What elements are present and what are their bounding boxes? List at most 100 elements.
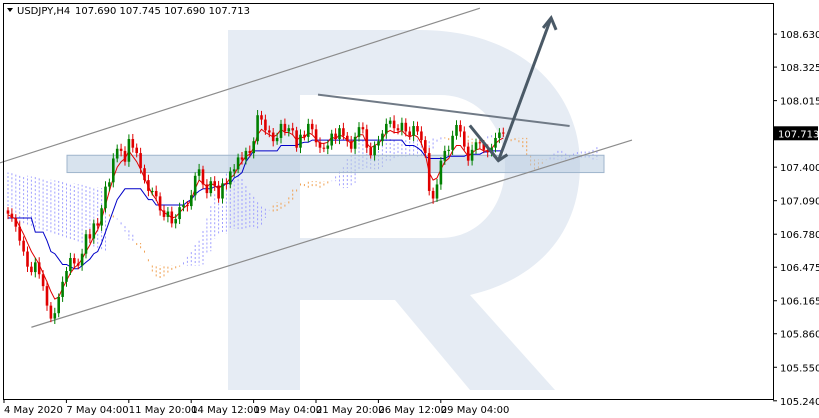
candle <box>498 128 501 144</box>
candle-body <box>381 133 384 142</box>
candle-body <box>283 123 287 132</box>
candle-body <box>162 210 166 217</box>
candle-body <box>463 131 466 147</box>
support-zone <box>66 154 605 174</box>
candle <box>404 118 408 137</box>
candle-body <box>299 134 302 148</box>
candle <box>178 202 181 225</box>
triangle-down-icon[interactable] <box>7 8 13 12</box>
candle-body <box>73 258 76 264</box>
candle <box>412 121 415 142</box>
y-tick-label: 105.860 <box>780 330 819 341</box>
candle <box>18 221 21 246</box>
candle-body <box>435 184 439 199</box>
candle <box>53 307 57 324</box>
candle-body <box>466 146 470 161</box>
candle-body <box>209 181 213 194</box>
arrowhead-up-icon <box>541 14 558 31</box>
candle-body <box>252 141 255 154</box>
candle-body <box>18 226 21 241</box>
watermark-logo <box>228 30 580 390</box>
candle <box>182 199 185 212</box>
candle-body <box>127 139 131 162</box>
candle <box>248 145 252 158</box>
candle-body <box>100 208 103 226</box>
candle <box>229 167 232 189</box>
candle-body <box>314 129 318 143</box>
candle-body <box>123 150 127 162</box>
y-tick-label: 107.400 <box>780 163 819 174</box>
candle-body <box>139 153 142 169</box>
candle <box>10 208 14 222</box>
y-tick-label: 108.630 <box>780 30 819 41</box>
candle <box>303 130 306 141</box>
y-tick-label: 105.550 <box>780 363 819 374</box>
candle <box>221 178 224 204</box>
candle-body <box>221 183 224 199</box>
candle <box>264 114 267 135</box>
candle <box>151 187 154 196</box>
candle <box>96 218 99 229</box>
candle-body <box>232 169 236 172</box>
x-tick-label: 4 May 2020 <box>4 405 63 416</box>
candle-body <box>291 128 294 131</box>
x-tick-label: 11 May 20:00 <box>129 405 198 416</box>
candle-body <box>494 137 497 148</box>
candle-body <box>268 130 271 133</box>
candle-body <box>412 126 415 136</box>
candle-body <box>260 115 263 120</box>
candle <box>197 163 201 181</box>
candle-body <box>424 140 427 154</box>
candle-body <box>248 150 252 154</box>
candle <box>104 181 107 213</box>
candle-body <box>197 169 201 176</box>
candle <box>41 270 45 291</box>
candle <box>295 126 298 152</box>
candle <box>291 122 294 136</box>
candle-body <box>34 262 37 273</box>
current-price-label: 107.713 <box>778 129 819 140</box>
candle-body <box>400 122 404 131</box>
candle-body <box>385 123 388 134</box>
candle <box>170 206 174 228</box>
x-tick-label: 7 May 04:00 <box>66 405 128 416</box>
candle <box>190 189 193 210</box>
candle-body <box>478 142 482 144</box>
candle-body <box>361 127 365 130</box>
candle-body <box>135 147 138 154</box>
candle-body <box>455 124 458 136</box>
candle <box>330 129 333 150</box>
candle-body <box>427 153 431 191</box>
candle <box>494 132 497 153</box>
candle <box>470 144 474 166</box>
candle-body <box>416 126 419 132</box>
candle-body <box>470 149 474 161</box>
candle <box>236 153 240 174</box>
candle-body <box>404 122 408 132</box>
candle <box>76 258 80 270</box>
candle <box>365 124 369 154</box>
candle-body <box>112 158 115 183</box>
candle-body <box>295 130 298 148</box>
candle-body <box>346 135 349 142</box>
candle-body <box>369 147 372 156</box>
candle <box>361 122 365 134</box>
candle-body <box>143 168 146 181</box>
candle <box>439 156 443 190</box>
candle-body <box>41 274 45 287</box>
candle-body <box>326 145 330 149</box>
candle-body <box>174 219 177 224</box>
candle-body <box>388 120 392 124</box>
candle <box>154 185 158 202</box>
channel-upper-line <box>0 7 481 164</box>
candle <box>162 205 166 221</box>
candle-body <box>53 313 57 319</box>
candle-body <box>190 195 193 207</box>
candle-body <box>84 234 88 254</box>
candle <box>474 138 478 155</box>
candle <box>80 248 84 271</box>
candle <box>186 201 189 212</box>
candle <box>431 187 435 204</box>
candle-body <box>373 145 376 156</box>
